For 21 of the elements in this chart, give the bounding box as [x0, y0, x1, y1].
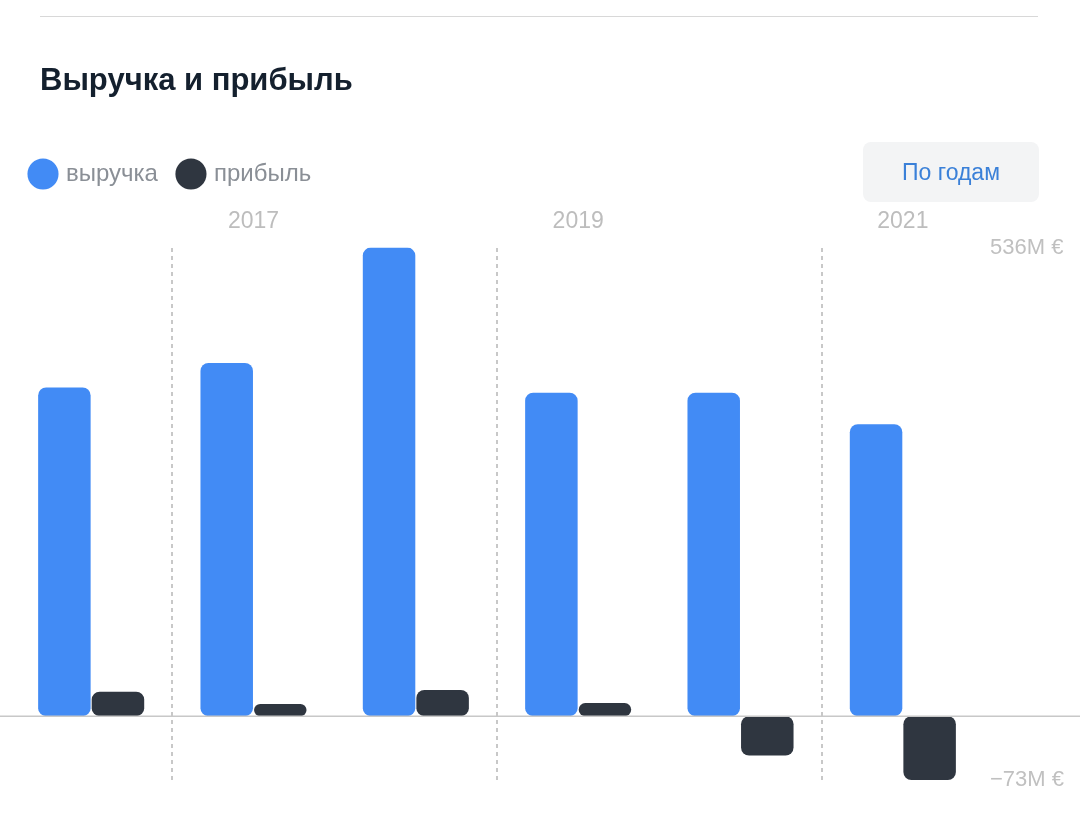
bar — [254, 703, 307, 717]
legend-label: выручка — [66, 158, 159, 186]
bar — [416, 689, 469, 717]
text: По годам — [863, 142, 1039, 202]
bar — [362, 247, 416, 717]
chart-title: Выручка и прибыль — [40, 62, 353, 98]
bar — [903, 716, 956, 780]
bar — [687, 392, 740, 717]
bar — [525, 392, 578, 717]
x-tick-label: 2019 — [552, 207, 604, 234]
x-tick-label: 2017 — [227, 207, 280, 234]
bar — [741, 716, 794, 756]
bar — [578, 703, 632, 717]
x-tick-label: 2021 — [877, 207, 929, 234]
bar — [91, 691, 145, 717]
y-tick-label: 536M € — [990, 233, 1064, 259]
y-tick-label: −73M € — [990, 766, 1065, 792]
bar — [200, 363, 253, 717]
bar — [38, 387, 91, 717]
legend-label: прибыль — [213, 158, 312, 186]
bar — [849, 424, 903, 717]
